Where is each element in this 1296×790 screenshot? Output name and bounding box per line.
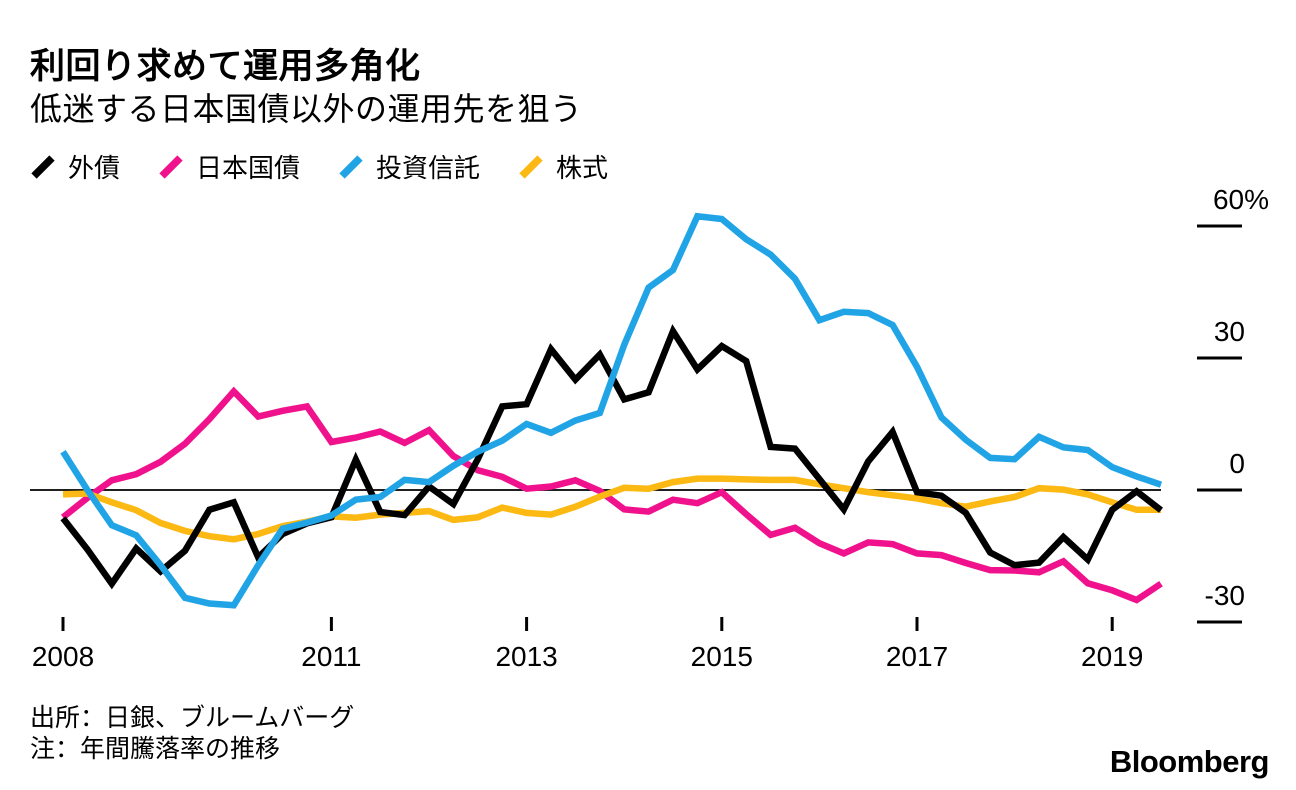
y-axis-label: 30 <box>1213 316 1245 347</box>
y-axis-label: 0 <box>1229 448 1245 479</box>
legend-item-投資信託: 投資信託 <box>338 148 480 185</box>
series-line-投資信託 <box>60 212 1163 609</box>
x-axis-label: 2008 <box>31 641 95 672</box>
legend-slash-icon <box>339 154 363 179</box>
legend-item-外債: 外債 <box>30 148 120 185</box>
y-axis-label: 60% <box>1212 184 1269 215</box>
legend-label: 外債 <box>68 153 121 183</box>
x-axis-label: 2011 <box>301 641 362 672</box>
legend-label: 日本国債 <box>196 153 301 183</box>
chart-subtitle: 低迷する日本国債以外の運用先を狙う <box>30 91 583 127</box>
legend-item-日本国債: 日本国債 <box>158 148 300 185</box>
legend-slash-icon <box>31 154 55 179</box>
legend-slash-icon <box>519 154 543 179</box>
bloomberg-logo: Bloomberg <box>1109 744 1270 779</box>
x-axis-label: 2013 <box>495 641 558 672</box>
x-axis-label: 2019 <box>1081 641 1144 672</box>
x-axis-label: 2015 <box>690 641 753 672</box>
series-line-株式 <box>62 475 1161 543</box>
legend-slash-icon <box>159 154 183 179</box>
series-line-日本国債 <box>60 386 1163 604</box>
y-axis-label: -30 <box>1204 580 1245 611</box>
legend-label: 株式 <box>556 153 609 183</box>
legend-label: 投資信託 <box>376 153 481 183</box>
legend-item-株式: 株式 <box>518 148 608 185</box>
source-text: 出所：日銀、ブルームバーグ <box>30 704 355 732</box>
x-axis-label: 2017 <box>885 641 949 672</box>
chart-title: 利回り求めて運用多角化 <box>30 47 421 86</box>
note-text: 注：年間騰落率の推移 <box>30 735 281 763</box>
chart-legend: 外債 日本国債 投資信託 株式 <box>30 148 608 185</box>
